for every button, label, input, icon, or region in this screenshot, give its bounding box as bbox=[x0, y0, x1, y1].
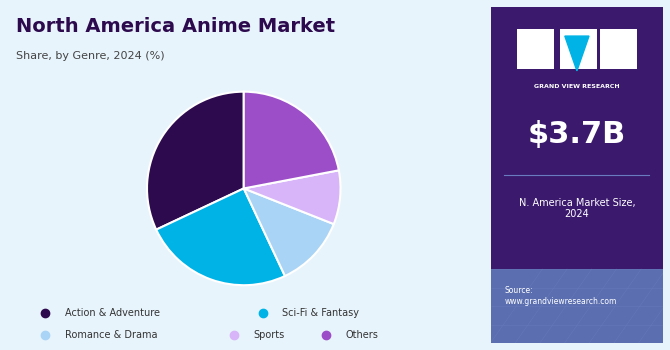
Text: Source:
www.grandviewresearch.com: Source: www.grandviewresearch.com bbox=[505, 286, 616, 306]
Polygon shape bbox=[565, 36, 589, 71]
FancyBboxPatch shape bbox=[490, 269, 663, 343]
FancyBboxPatch shape bbox=[517, 29, 553, 69]
FancyBboxPatch shape bbox=[600, 29, 636, 69]
Text: Sci-Fi & Fantasy: Sci-Fi & Fantasy bbox=[283, 308, 360, 318]
Text: Action & Adventure: Action & Adventure bbox=[65, 308, 159, 318]
Text: $3.7B: $3.7B bbox=[528, 120, 626, 149]
Text: N. America Market Size,
2024: N. America Market Size, 2024 bbox=[519, 198, 635, 219]
Text: Share, by Genre, 2024 (%): Share, by Genre, 2024 (%) bbox=[16, 51, 165, 61]
Text: Others: Others bbox=[345, 330, 379, 340]
Text: North America Anime Market: North America Anime Market bbox=[16, 17, 336, 36]
FancyBboxPatch shape bbox=[490, 7, 663, 343]
Text: Sports: Sports bbox=[253, 330, 285, 340]
Text: Romance & Drama: Romance & Drama bbox=[65, 330, 157, 340]
FancyBboxPatch shape bbox=[561, 29, 597, 69]
Text: GRAND VIEW RESEARCH: GRAND VIEW RESEARCH bbox=[534, 84, 620, 89]
